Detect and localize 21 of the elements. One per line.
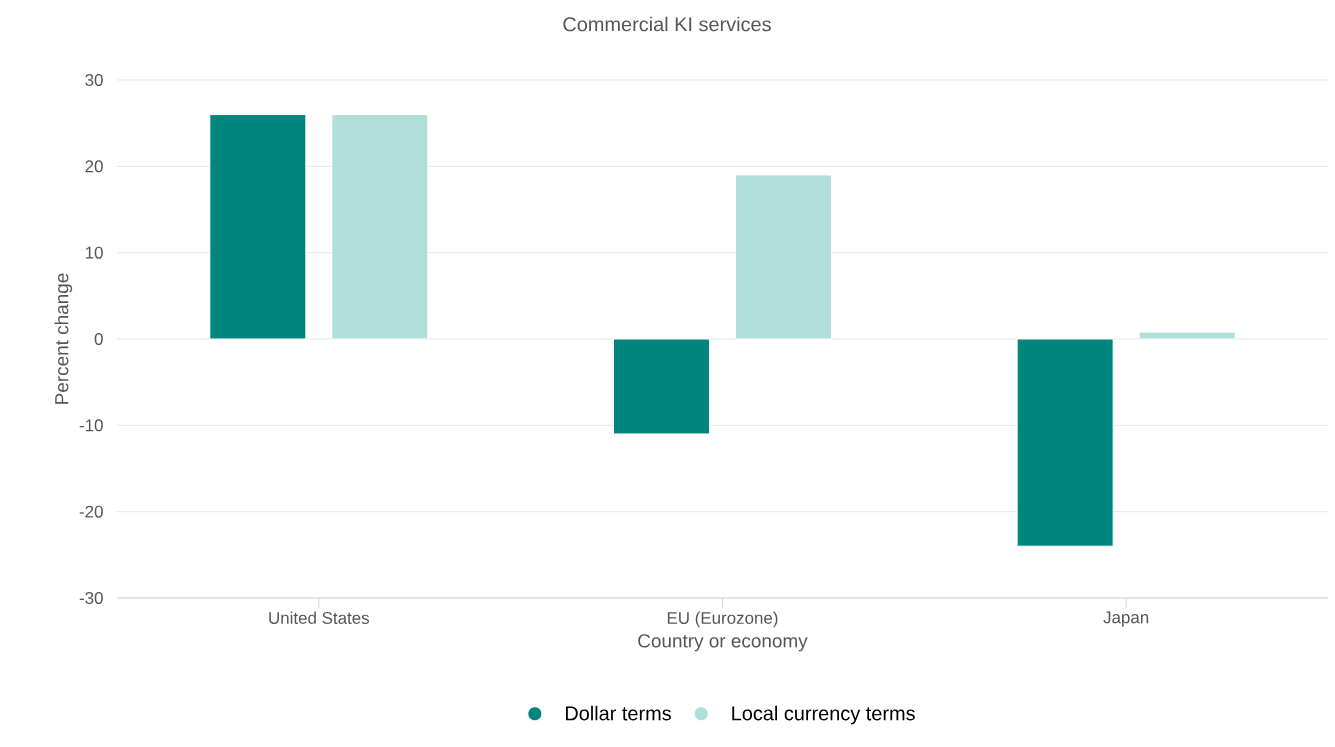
bar [1016,338,1114,547]
y-axis-title: Percent change [54,273,73,404]
y-tick-label: 0 [94,333,103,345]
bar [734,174,832,340]
legend-label: Dollar terms [565,705,671,721]
bar [1138,331,1236,340]
x-axis-title: Country or economy [638,634,808,652]
x-tick-label: EU (Eurozone) [667,611,778,628]
y-tick-label: -20 [79,505,103,518]
y-tick-label: 30 [85,74,103,86]
bar [612,338,710,435]
bar [331,114,429,340]
legend-label: Local currency terms [732,705,915,725]
x-tick-label: Japan [1103,611,1149,627]
x-tick-label: United States [269,611,370,624]
y-tick-label: 10 [85,246,103,259]
y-tick-label: -10 [79,419,103,432]
y-tick-label: 20 [85,160,103,173]
bar [209,114,307,340]
y-tick-label: -30 [79,592,103,604]
chart-title: Commercial KI services [563,16,771,32]
